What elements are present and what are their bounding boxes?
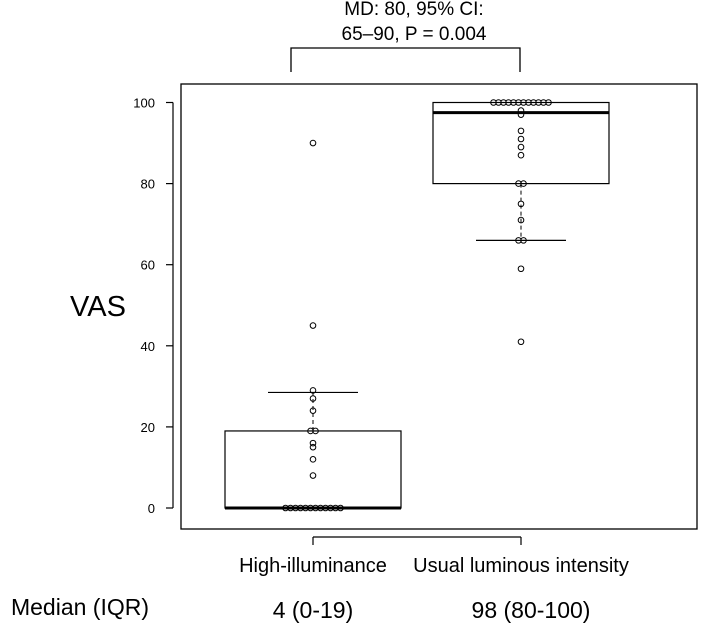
data-point — [517, 265, 525, 273]
plot-frame — [180, 83, 698, 530]
summary-value-high-illuminance: 4 (0-19) — [273, 597, 354, 623]
data-point — [495, 99, 502, 106]
y-tick-label: 100 — [133, 96, 155, 111]
data-point — [337, 504, 344, 512]
data-point — [517, 135, 525, 143]
y-tick-label: 20 — [141, 420, 155, 435]
box — [432, 101, 610, 185]
data-point — [517, 216, 525, 224]
boxes — [224, 101, 610, 510]
data-point — [520, 237, 527, 244]
data-point — [307, 504, 314, 512]
data-point — [309, 443, 317, 451]
data-point — [517, 338, 525, 346]
data-point — [517, 127, 525, 135]
data-point — [309, 387, 317, 394]
data-point — [292, 504, 299, 512]
data-point — [520, 99, 527, 106]
x-tick-label: High-illuminance — [239, 555, 387, 577]
annotation-line-2: 65–90, P = 0.004 — [342, 24, 487, 45]
annotation-line-1: MD: 80, 95% CI: — [344, 0, 483, 20]
box — [224, 430, 402, 509]
data-point — [317, 504, 324, 512]
data-point — [309, 472, 317, 479]
y-tick-label: 80 — [141, 177, 155, 192]
y-tick-label: 40 — [141, 339, 155, 354]
data-point — [309, 439, 317, 447]
data-point — [309, 407, 317, 414]
data-point — [500, 99, 507, 106]
data-point — [520, 180, 527, 187]
y-axis-label: VAS — [70, 291, 126, 323]
annotation: MD: 80, 95% CI: 65–90, P = 0.004 — [290, 0, 521, 72]
data-point — [517, 200, 525, 208]
data-point — [327, 504, 334, 512]
data-point — [530, 99, 537, 106]
data-point — [517, 151, 525, 159]
data-point — [535, 99, 542, 106]
data-point — [545, 99, 552, 106]
data-point — [510, 99, 517, 106]
data-point — [517, 107, 525, 114]
data-point — [517, 111, 525, 118]
data-point — [312, 427, 319, 435]
y-tick-label: 0 — [148, 501, 155, 516]
y-axis: 0 20 40 60 80 100 — [133, 96, 174, 516]
summary-row-label: Median (IQR) — [11, 594, 149, 620]
data-point — [307, 427, 314, 435]
data-point — [332, 504, 339, 512]
data-points — [282, 99, 552, 512]
data-point — [309, 139, 317, 147]
data-point — [302, 504, 309, 512]
data-point — [309, 395, 317, 402]
data-point — [505, 99, 512, 106]
data-point — [287, 504, 294, 512]
data-point — [312, 504, 319, 512]
significance-bracket — [290, 47, 521, 72]
data-point — [525, 99, 532, 106]
summary-value-usual-intensity: 98 (80-100) — [472, 597, 591, 623]
data-point — [515, 237, 522, 244]
x-axis: High-illuminance Usual luminous intensity — [239, 536, 629, 577]
data-point — [515, 99, 522, 106]
data-point — [490, 99, 497, 106]
data-point — [517, 143, 525, 151]
data-point — [322, 504, 329, 512]
data-point — [540, 99, 547, 106]
data-point — [309, 456, 317, 463]
y-tick-label: 60 — [141, 258, 155, 273]
data-point — [515, 180, 522, 187]
data-point — [297, 504, 304, 512]
data-point — [282, 504, 289, 512]
data-point — [309, 322, 317, 329]
x-tick-label: Usual luminous intensity — [413, 555, 629, 577]
